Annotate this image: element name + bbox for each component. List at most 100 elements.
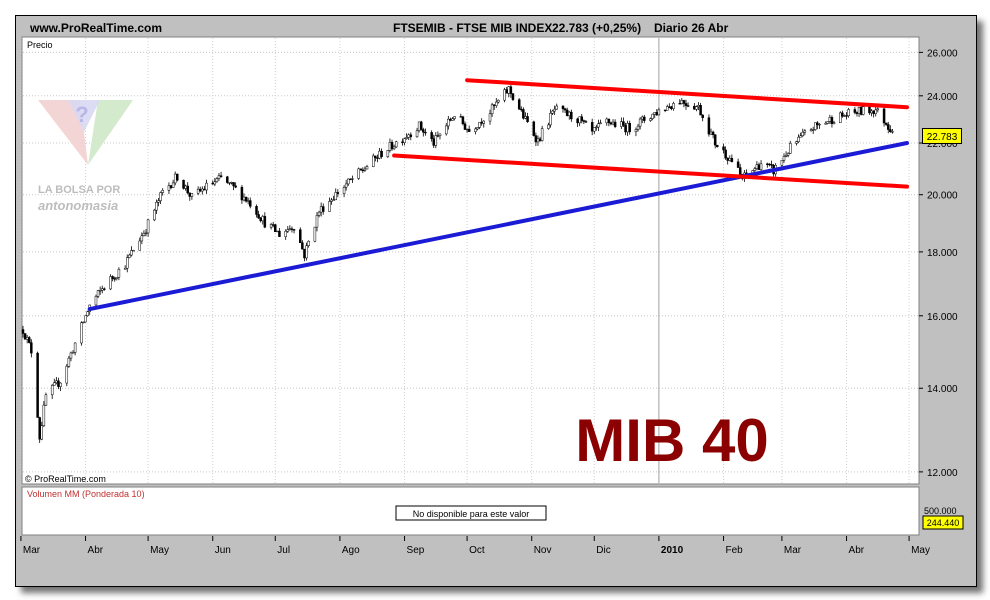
candle-body <box>699 105 702 116</box>
candle-body <box>69 352 73 359</box>
candle-body <box>828 117 832 122</box>
candle-body <box>522 109 525 119</box>
last-price-label: 22.783 <box>927 132 958 143</box>
candle-body <box>626 123 629 133</box>
candle-body <box>843 115 846 117</box>
candle-body <box>726 157 729 161</box>
period-label: Diario 26 Abr <box>654 21 729 35</box>
candle-body <box>538 138 542 141</box>
candle-body <box>100 288 104 291</box>
candle-body <box>155 201 158 211</box>
candle-body <box>65 366 69 384</box>
candle-body <box>55 380 58 384</box>
candle-body <box>461 116 465 125</box>
candle-body <box>826 121 830 124</box>
candle-body <box>317 211 321 216</box>
x-tick-label: Nov <box>534 545 552 556</box>
candle-body <box>409 134 413 138</box>
candle-body <box>263 216 267 228</box>
candle-body <box>261 216 265 222</box>
y-axis: 12.000 14.000 16.000 18.000 20.000 22.000 24.0… <box>919 48 958 479</box>
candle-body <box>184 185 187 189</box>
candle-body <box>169 185 173 188</box>
candle-body <box>176 173 179 181</box>
candle-body <box>640 116 644 120</box>
candle-body <box>232 182 235 187</box>
x-tick-label: Jun <box>215 545 231 556</box>
candle-body <box>255 206 258 215</box>
candle-body <box>432 138 435 146</box>
support-trendline <box>87 141 909 312</box>
candle-body <box>453 116 456 119</box>
candle-body <box>753 168 757 171</box>
candle-body <box>203 188 206 191</box>
candle-body <box>278 230 281 237</box>
candle-body <box>839 112 842 124</box>
candle-body <box>242 196 246 201</box>
candle-body <box>436 135 440 137</box>
candle-body <box>53 382 56 386</box>
candle-body <box>244 196 248 202</box>
candle-body <box>801 131 805 137</box>
candle-body <box>809 129 813 132</box>
big-chart-label: MIB 40 <box>575 407 768 474</box>
candle-body <box>336 192 340 194</box>
candle-body <box>549 112 552 126</box>
candle-body <box>444 125 448 135</box>
candle-body <box>173 173 177 184</box>
candle-body <box>269 224 273 228</box>
candle-body <box>103 288 106 290</box>
candle-body <box>388 141 392 151</box>
candle-body <box>315 215 319 228</box>
candle-body <box>42 404 46 427</box>
candle-body <box>655 112 659 116</box>
candle-body <box>678 103 681 105</box>
candle-body <box>44 394 48 406</box>
candle-body <box>288 228 292 230</box>
candle-body <box>434 135 438 146</box>
candle-body <box>392 146 396 150</box>
candle-body <box>803 130 807 133</box>
candle-body <box>593 127 596 132</box>
candle-body <box>351 178 354 180</box>
candle-body <box>94 296 98 306</box>
candle-body <box>722 146 725 151</box>
candle-body <box>123 267 127 270</box>
candle-body <box>380 150 383 157</box>
candle-body <box>111 276 114 279</box>
candle-body <box>303 248 306 259</box>
watermark-line1: LA BOLSA POR <box>38 184 120 196</box>
candle-body <box>886 124 890 130</box>
candle-body <box>276 230 279 233</box>
y-tick-label: 14.000 <box>927 384 958 395</box>
candle-body <box>832 122 836 124</box>
x-tick-label: Jul <box>277 545 290 556</box>
candle-body <box>321 206 325 212</box>
candle-body <box>609 122 613 125</box>
candle-body <box>757 164 761 170</box>
candle-body <box>818 123 821 126</box>
candle-body <box>595 126 598 129</box>
candle-body <box>71 352 75 354</box>
candle-body <box>695 106 698 110</box>
candle-body <box>622 121 625 126</box>
candle-body <box>299 229 302 243</box>
candle-body <box>728 158 732 161</box>
candle-body <box>576 118 579 124</box>
candle-body <box>305 245 308 259</box>
candle-body <box>503 89 506 101</box>
candle-body <box>532 121 536 136</box>
candle-body <box>567 111 571 116</box>
candle-body <box>465 128 469 131</box>
candle-body <box>709 131 713 135</box>
candle-body <box>563 108 567 111</box>
candle-body <box>488 113 492 122</box>
grid <box>20 38 918 483</box>
candle-body <box>57 380 60 387</box>
candle-body <box>357 168 360 179</box>
candle-body <box>403 138 406 143</box>
candle-body <box>872 110 875 114</box>
candle-body <box>482 120 486 124</box>
x-tick-label: Sep <box>407 545 425 556</box>
